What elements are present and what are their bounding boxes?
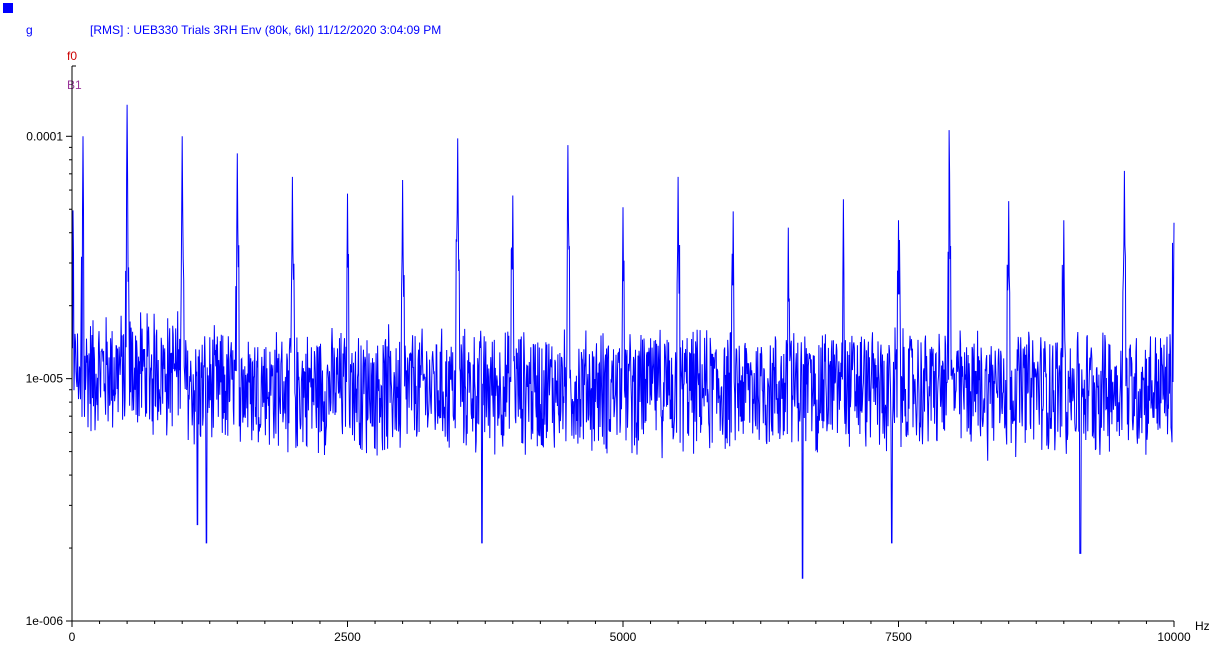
x-tick-label: 0 (69, 630, 76, 644)
x-axis: 0 2500 5000 7500 10000 (69, 620, 1191, 644)
y-tick-label: 1e-005 (26, 372, 64, 386)
y-tick-label: 1e-006 (26, 614, 64, 628)
legend-marker-square (3, 3, 13, 13)
x-axis-label: Hz (1195, 619, 1210, 633)
x-tick-label: 2500 (334, 630, 361, 644)
x-tick-label: 5000 (610, 630, 637, 644)
marker-b1-label: B1 (67, 78, 82, 92)
y-tick-label: 0.0001 (26, 129, 63, 143)
chart-title: [RMS] : UEB330 Trials 3RH Env (80k, 6kl)… (90, 23, 441, 37)
spectrum-trace (71, 104, 1175, 579)
x-tick-label: 7500 (885, 630, 912, 644)
y-unit-label: g (26, 23, 33, 37)
x-tick-label: 10000 (1157, 630, 1191, 644)
y-axis: 0.0001 1e-005 1e-006 (26, 65, 76, 628)
marker-f0-label: f0 (67, 49, 77, 63)
data-trace-group (71, 104, 1175, 579)
